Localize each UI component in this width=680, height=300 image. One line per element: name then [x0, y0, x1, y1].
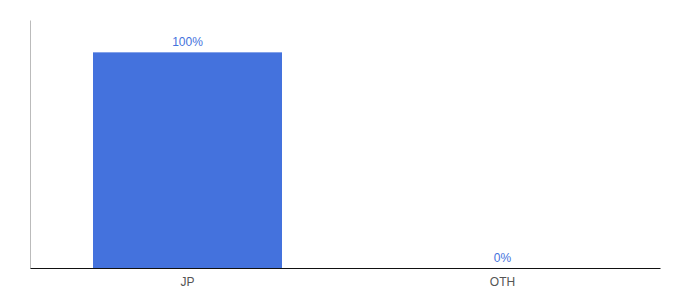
bars: [93, 52, 282, 268]
data-labels: 100% 0%: [172, 35, 511, 265]
chart-svg: JP OTH 100% 0%: [0, 0, 680, 300]
bar: [408, 268, 597, 269]
bar: [93, 52, 282, 268]
plot-area: JP OTH 100% 0%: [31, 21, 661, 289]
y-axis-line: [30, 21, 31, 269]
data-label: 0%: [494, 251, 512, 265]
x-tick-label: JP: [180, 275, 194, 289]
x-axis-line: [31, 268, 661, 269]
y-axis: [30, 21, 31, 269]
data-label: 100%: [172, 35, 203, 49]
x-axis: JP OTH: [31, 269, 661, 289]
x-tick: JP: [180, 275, 194, 289]
x-tick: OTH: [490, 275, 515, 289]
chart-container: JP OTH 100% 0%: [0, 0, 680, 300]
x-tick-label: OTH: [490, 275, 515, 289]
